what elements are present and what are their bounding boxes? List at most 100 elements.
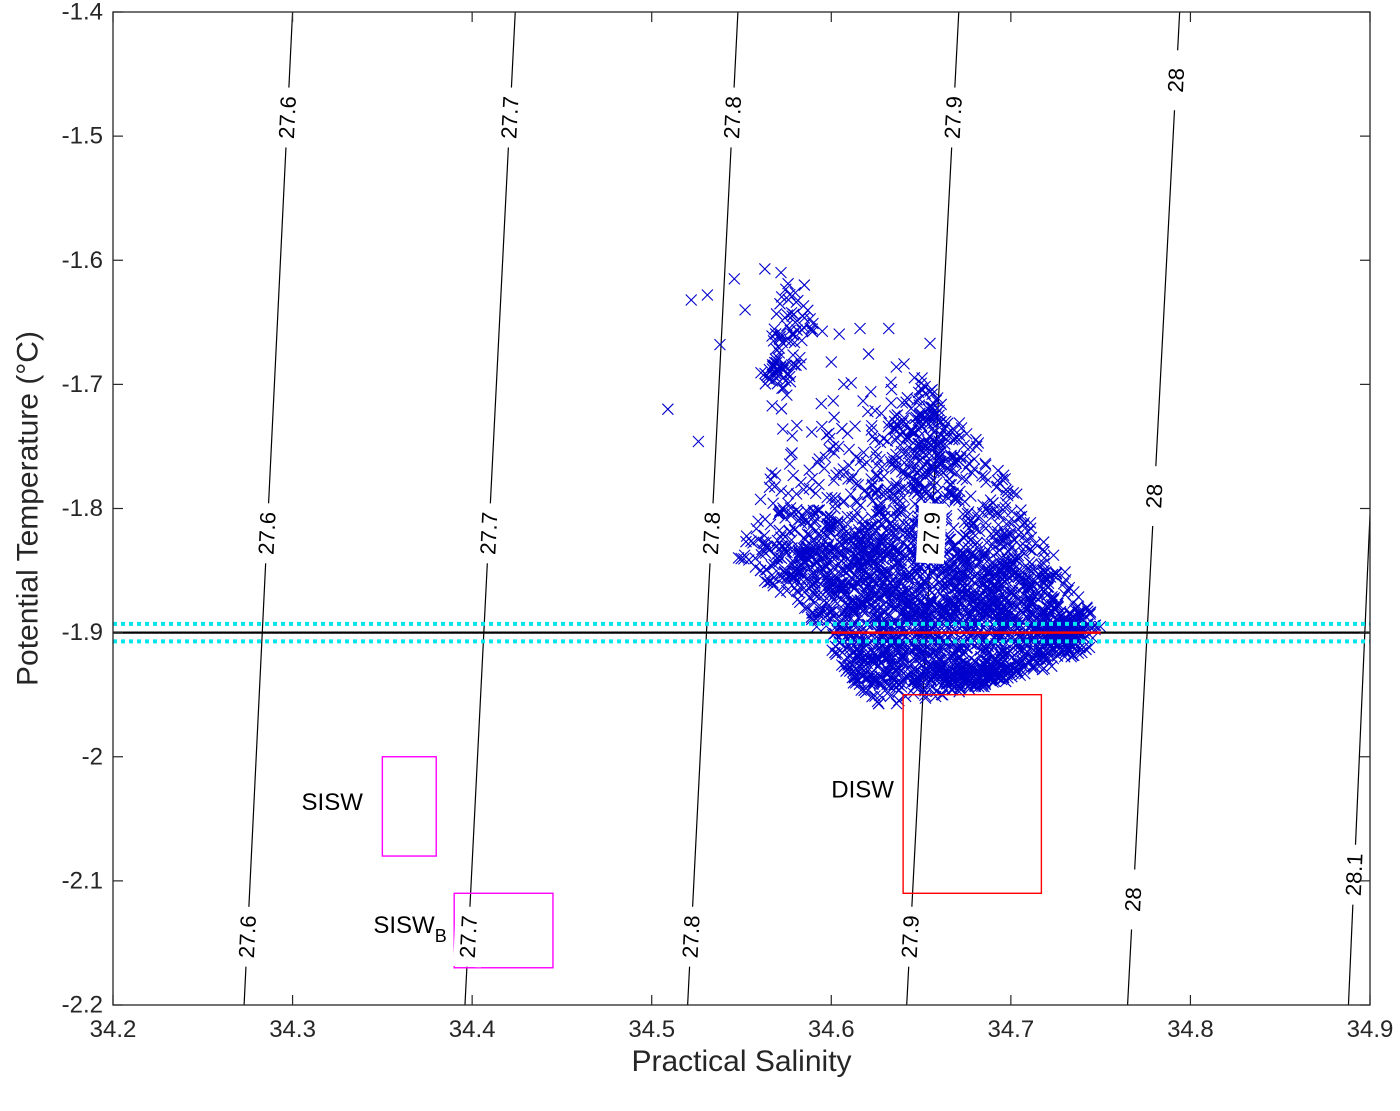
- scatter-point: [781, 540, 794, 553]
- scatter-point: [994, 605, 1007, 618]
- scatter-point: [974, 590, 987, 603]
- scatter-point: [825, 491, 838, 504]
- scatter-point: [894, 546, 907, 558]
- scatter-point: [849, 677, 862, 689]
- scatter-point: [995, 648, 1008, 661]
- scatter-point: [780, 334, 793, 347]
- scatter-point: [856, 666, 869, 679]
- scatter-point: [790, 559, 803, 571]
- scatter-point: [739, 304, 751, 316]
- scatter-point: [866, 520, 879, 533]
- scatter-point: [953, 583, 966, 596]
- scatter-point: [1013, 511, 1026, 524]
- scatter-point: [890, 697, 903, 710]
- density-contour-line: [1347, 514, 1370, 1005]
- scatter-point: [925, 439, 937, 452]
- scatter-point: [865, 424, 878, 436]
- y-tick-label: -2.1: [62, 867, 103, 894]
- scatter-point: [936, 579, 949, 591]
- scatter-point: [879, 488, 892, 501]
- scatter-point: [960, 557, 973, 570]
- scatter-point: [755, 366, 767, 379]
- scatter-point: [948, 424, 961, 436]
- region-box: [453, 892, 554, 969]
- scatter-point: [945, 461, 958, 474]
- scatter-point: [897, 464, 910, 477]
- scatter-point: [813, 453, 826, 465]
- scatter-point: [806, 472, 819, 485]
- scatter-point: [846, 470, 859, 483]
- y-tick-label: -1.6: [62, 247, 103, 274]
- scatter-point: [855, 601, 868, 614]
- scatter-point: [898, 357, 910, 370]
- x-tick-label: 34.6: [808, 1016, 855, 1043]
- scatter-point: [961, 507, 974, 520]
- scatter-point: [895, 636, 907, 649]
- contour-label: 27.8: [698, 511, 725, 555]
- scatter-point: [1057, 577, 1070, 590]
- scatter-point: [871, 603, 884, 616]
- scatter-point: [860, 456, 873, 469]
- y-tick-label: -1.7: [62, 371, 103, 398]
- contour-label-bg: [915, 502, 947, 565]
- scatter-point: [795, 551, 807, 564]
- scatter-point: [1024, 596, 1037, 608]
- scatter-point: [911, 568, 924, 580]
- scatter-point: [932, 448, 944, 461]
- scatter-point: [933, 435, 946, 448]
- scatter-point: [875, 407, 888, 420]
- scatter-point: [769, 469, 782, 482]
- scatter-point: [776, 423, 789, 435]
- y-axis-title: Potential Temperature (°C): [12, 331, 45, 686]
- scatter-point: [948, 432, 961, 445]
- scatter-point: [806, 607, 818, 619]
- scatter-point: [992, 464, 1004, 477]
- scatter-point: [1042, 602, 1055, 615]
- contour-label: 27.7: [496, 95, 523, 139]
- contour-label: 27.8: [719, 95, 746, 139]
- scatter-point: [1036, 663, 1049, 676]
- scatter-point: [960, 554, 973, 567]
- contour-label-bg: [473, 502, 505, 564]
- scatter-point: [817, 552, 829, 565]
- scatter-point: [1024, 522, 1037, 535]
- scatter-point: [854, 322, 866, 335]
- plot-area: [113, 12, 1370, 1005]
- y-tick-label: -2.2: [62, 992, 103, 1019]
- scatter-point: [1007, 582, 1020, 594]
- scatter-point: [925, 659, 937, 672]
- scatter-point: [804, 547, 817, 560]
- scatter-point: [843, 459, 855, 472]
- scatter-point: [885, 397, 898, 409]
- scatter-point: [798, 582, 810, 595]
- scatter-point: [852, 479, 865, 491]
- scatter-point: [997, 571, 1010, 583]
- scatter-point: [876, 678, 888, 691]
- scatter-point: [904, 425, 917, 438]
- scatter-point: [773, 506, 786, 519]
- scatter-point: [737, 553, 750, 565]
- scatter-point: [884, 596, 897, 609]
- scatter-point: [786, 571, 799, 583]
- scatter-point: [838, 565, 850, 577]
- scatter-point: [769, 550, 782, 562]
- scatter-point: [798, 279, 811, 291]
- scatter-point: [945, 449, 957, 462]
- scatter-point: [875, 517, 887, 530]
- scatter-point: [826, 520, 838, 532]
- scatter-point: [1030, 570, 1043, 583]
- scatter-point: [791, 294, 804, 307]
- scatter-point: [870, 625, 883, 637]
- scatter-point: [773, 524, 786, 537]
- scatter-point: [779, 312, 791, 324]
- scatter-point: [1002, 515, 1015, 528]
- scatter-point: [851, 496, 864, 508]
- scatter-point: [1004, 596, 1017, 609]
- scatter-point: [811, 504, 824, 517]
- scatter-point: [966, 466, 979, 479]
- scatter-point: [803, 464, 816, 477]
- scatter-point: [828, 502, 841, 515]
- scatter-point: [888, 529, 901, 542]
- scatter-point: [1037, 605, 1049, 618]
- scatter-point: [900, 396, 912, 409]
